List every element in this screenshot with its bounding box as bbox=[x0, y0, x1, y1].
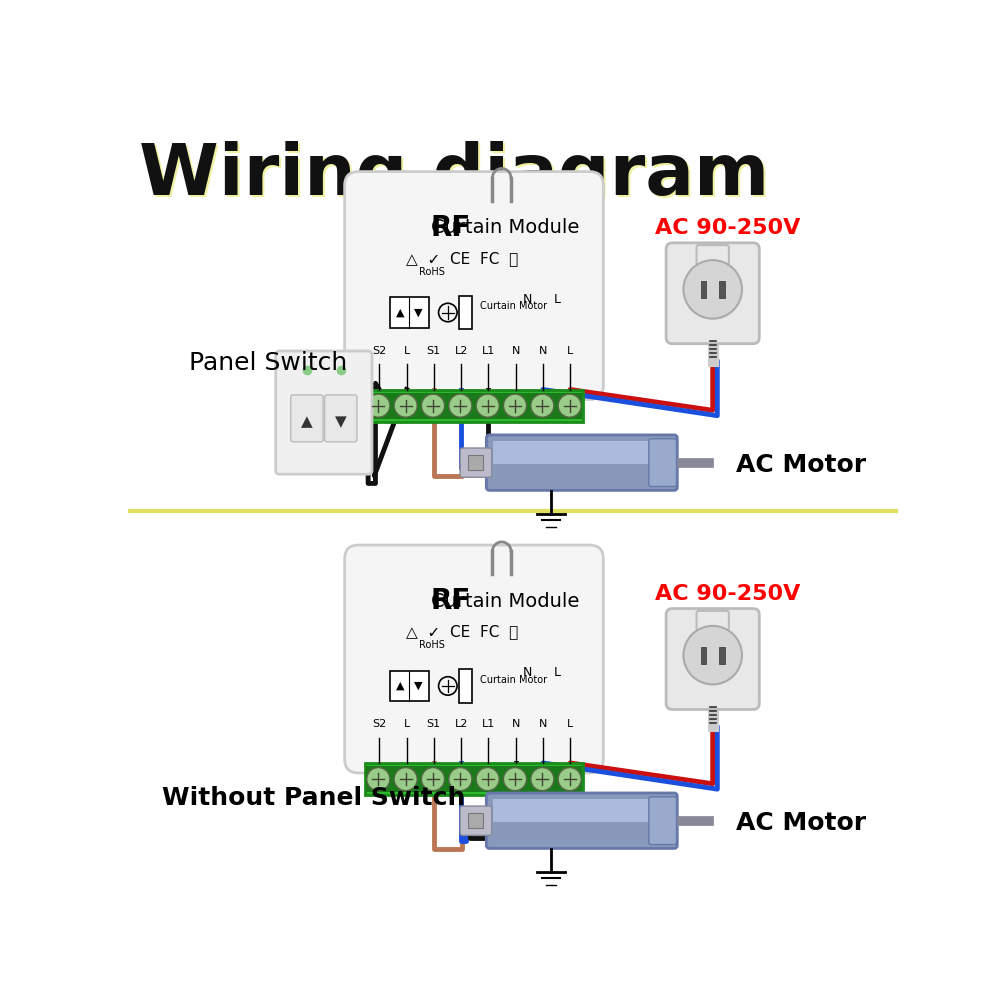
Text: AC 90-250V: AC 90-250V bbox=[655, 584, 801, 604]
Text: Wiring diagram: Wiring diagram bbox=[139, 141, 769, 210]
Text: RoHS: RoHS bbox=[419, 640, 445, 650]
FancyBboxPatch shape bbox=[486, 793, 677, 848]
FancyBboxPatch shape bbox=[276, 351, 372, 474]
Circle shape bbox=[421, 394, 445, 417]
FancyBboxPatch shape bbox=[649, 439, 677, 487]
Text: L1: L1 bbox=[482, 719, 495, 729]
Text: S2: S2 bbox=[372, 719, 386, 729]
Bar bbox=[390, 671, 429, 701]
Circle shape bbox=[683, 626, 742, 684]
FancyBboxPatch shape bbox=[649, 797, 677, 845]
Bar bbox=[365, 763, 583, 795]
FancyBboxPatch shape bbox=[460, 448, 492, 477]
Bar bbox=[366, 766, 582, 792]
Text: RF: RF bbox=[431, 214, 471, 242]
Text: ▼: ▼ bbox=[335, 414, 347, 429]
FancyBboxPatch shape bbox=[697, 245, 729, 265]
FancyBboxPatch shape bbox=[697, 611, 729, 631]
Text: L: L bbox=[567, 719, 573, 729]
Text: ▼: ▼ bbox=[414, 308, 423, 318]
Text: AC Motor: AC Motor bbox=[736, 453, 866, 477]
Circle shape bbox=[394, 394, 417, 417]
FancyBboxPatch shape bbox=[486, 435, 677, 490]
Text: Curtain Module: Curtain Module bbox=[431, 218, 579, 237]
Text: L2: L2 bbox=[454, 346, 468, 356]
Text: Panel Switch: Panel Switch bbox=[189, 351, 347, 375]
Text: AC 90-250V: AC 90-250V bbox=[655, 218, 801, 238]
Text: L: L bbox=[554, 666, 561, 679]
FancyBboxPatch shape bbox=[345, 545, 603, 773]
Circle shape bbox=[476, 394, 499, 417]
Bar bbox=[459, 669, 472, 703]
Text: L: L bbox=[403, 346, 410, 356]
Bar bbox=[468, 455, 483, 470]
FancyBboxPatch shape bbox=[666, 609, 759, 709]
Circle shape bbox=[476, 768, 499, 791]
Text: L: L bbox=[403, 719, 410, 729]
FancyBboxPatch shape bbox=[325, 395, 357, 442]
FancyBboxPatch shape bbox=[291, 395, 323, 442]
FancyBboxPatch shape bbox=[345, 172, 603, 400]
Circle shape bbox=[367, 768, 390, 791]
Text: S1: S1 bbox=[427, 719, 441, 729]
Text: S2: S2 bbox=[372, 346, 386, 356]
Text: △  ✓  CE  FC  ⌛: △ ✓ CE FC ⌛ bbox=[406, 625, 519, 640]
Bar bbox=[366, 393, 582, 419]
Text: ▲: ▲ bbox=[396, 681, 404, 691]
Circle shape bbox=[683, 260, 742, 319]
Text: △  ✓  CE  FC  ⌛: △ ✓ CE FC ⌛ bbox=[406, 251, 519, 266]
Text: N: N bbox=[522, 293, 532, 306]
FancyBboxPatch shape bbox=[460, 806, 492, 835]
Text: ▲: ▲ bbox=[396, 308, 404, 318]
Bar bbox=[493, 441, 670, 464]
Circle shape bbox=[449, 768, 472, 791]
Text: Curtain Motor: Curtain Motor bbox=[480, 675, 547, 685]
Circle shape bbox=[503, 768, 527, 791]
Text: RoHS: RoHS bbox=[419, 267, 445, 277]
Bar bbox=[390, 297, 429, 328]
Text: L1: L1 bbox=[482, 346, 495, 356]
Text: N: N bbox=[539, 346, 547, 356]
Bar bbox=[459, 296, 472, 329]
Circle shape bbox=[531, 394, 554, 417]
Circle shape bbox=[531, 768, 554, 791]
Circle shape bbox=[394, 768, 417, 791]
Text: L: L bbox=[567, 346, 573, 356]
Bar bbox=[493, 799, 670, 822]
Bar bbox=[719, 647, 725, 664]
FancyBboxPatch shape bbox=[666, 243, 759, 344]
Text: N: N bbox=[522, 666, 532, 679]
Text: AC Motor: AC Motor bbox=[736, 811, 866, 835]
Text: Curtain Module: Curtain Module bbox=[431, 592, 579, 611]
Bar bbox=[701, 647, 706, 664]
Text: RF: RF bbox=[431, 587, 471, 615]
Circle shape bbox=[367, 394, 390, 417]
Text: N: N bbox=[539, 719, 547, 729]
Text: L: L bbox=[554, 293, 561, 306]
Circle shape bbox=[421, 768, 445, 791]
Bar bbox=[719, 281, 725, 298]
Circle shape bbox=[558, 768, 581, 791]
Text: N: N bbox=[511, 346, 520, 356]
Circle shape bbox=[503, 394, 527, 417]
Text: L2: L2 bbox=[454, 719, 468, 729]
Text: Without Panel Switch: Without Panel Switch bbox=[162, 786, 466, 810]
Text: N: N bbox=[511, 719, 520, 729]
Text: ▼: ▼ bbox=[414, 681, 423, 691]
Bar bbox=[468, 813, 483, 828]
Text: Wiring diagram: Wiring diagram bbox=[141, 143, 772, 213]
Bar bbox=[701, 281, 706, 298]
Circle shape bbox=[558, 394, 581, 417]
Text: S1: S1 bbox=[427, 346, 441, 356]
Circle shape bbox=[449, 394, 472, 417]
Bar bbox=[365, 389, 583, 422]
Text: Curtain Motor: Curtain Motor bbox=[480, 301, 547, 311]
Text: ▲: ▲ bbox=[301, 414, 313, 429]
